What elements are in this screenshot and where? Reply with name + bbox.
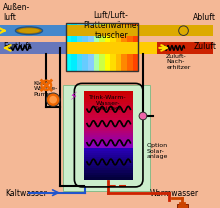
Bar [84,93,133,96]
Bar [84,142,133,144]
Ellipse shape [15,27,42,35]
Bar [63,85,150,191]
Bar [84,124,133,127]
Bar [84,120,133,122]
Bar [84,157,133,160]
Bar [82,23,88,71]
Bar [84,173,133,175]
Bar [84,95,133,98]
Bar [0,25,66,36]
Bar [99,23,105,71]
Text: ⚡: ⚡ [69,92,76,102]
Bar [84,137,133,140]
Circle shape [139,112,147,120]
Bar [110,23,116,71]
Bar [84,109,133,111]
Bar [84,144,133,147]
Bar [84,135,133,138]
Bar [84,98,133,100]
Bar [84,115,133,118]
Text: Kaltwasser: Kaltwasser [5,189,47,198]
Bar [84,113,133,116]
Bar [84,168,133,171]
Bar [66,23,138,71]
Bar [84,100,133,103]
Bar [84,126,133,129]
Bar [84,146,133,149]
Circle shape [46,93,60,106]
Bar [84,129,133,131]
Bar [84,166,133,169]
Text: Klein-
Wärme-
Pumpe: Klein- Wärme- Pumpe [34,80,58,97]
Bar [84,170,133,173]
Bar [84,111,133,114]
Bar [84,164,133,166]
Text: Zuluft-
Nach-
erhitzer: Zuluft- Nach- erhitzer [166,54,191,70]
Text: Trink-Warm-
Wasser-
Speicher: Trink-Warm- Wasser- Speicher [89,95,127,111]
Bar [66,23,72,71]
Bar [84,148,133,151]
Bar [77,23,83,71]
Text: Option
Solar-
anlage: Option Solar- anlage [147,143,168,159]
Text: Zuluft: Zuluft [193,42,216,51]
Bar [158,42,213,54]
Bar [177,204,188,208]
Circle shape [49,96,57,104]
Bar [84,122,133,125]
Text: Abluft: Abluft [193,13,216,22]
Bar [127,23,133,71]
Text: Fortluft: Fortluft [3,42,31,51]
Bar [84,140,133,142]
Bar [84,118,133,120]
Bar [94,23,100,71]
Bar [133,23,139,71]
Bar [84,133,133,136]
Text: Warmwasser: Warmwasser [150,189,199,198]
Bar [88,23,94,71]
Text: Luft/Luft-
Plattenwärme-
tauscher: Luft/Luft- Plattenwärme- tauscher [83,11,139,40]
Bar [0,42,66,54]
Bar [84,104,133,107]
Bar [84,175,133,177]
Bar [84,177,133,180]
Bar [84,151,133,153]
Bar [71,23,77,71]
Bar [84,106,133,109]
Bar [84,102,133,105]
Bar [84,162,133,164]
Ellipse shape [18,28,40,33]
Bar [84,91,133,94]
Bar [66,25,213,36]
Bar [84,159,133,162]
Bar [84,153,133,155]
Bar [84,155,133,158]
Bar [116,23,122,71]
Circle shape [179,26,188,35]
Bar [105,23,111,71]
Bar [66,42,158,54]
Bar [84,131,133,133]
Text: Außen-
luft: Außen- luft [3,3,30,22]
Bar [121,23,127,71]
